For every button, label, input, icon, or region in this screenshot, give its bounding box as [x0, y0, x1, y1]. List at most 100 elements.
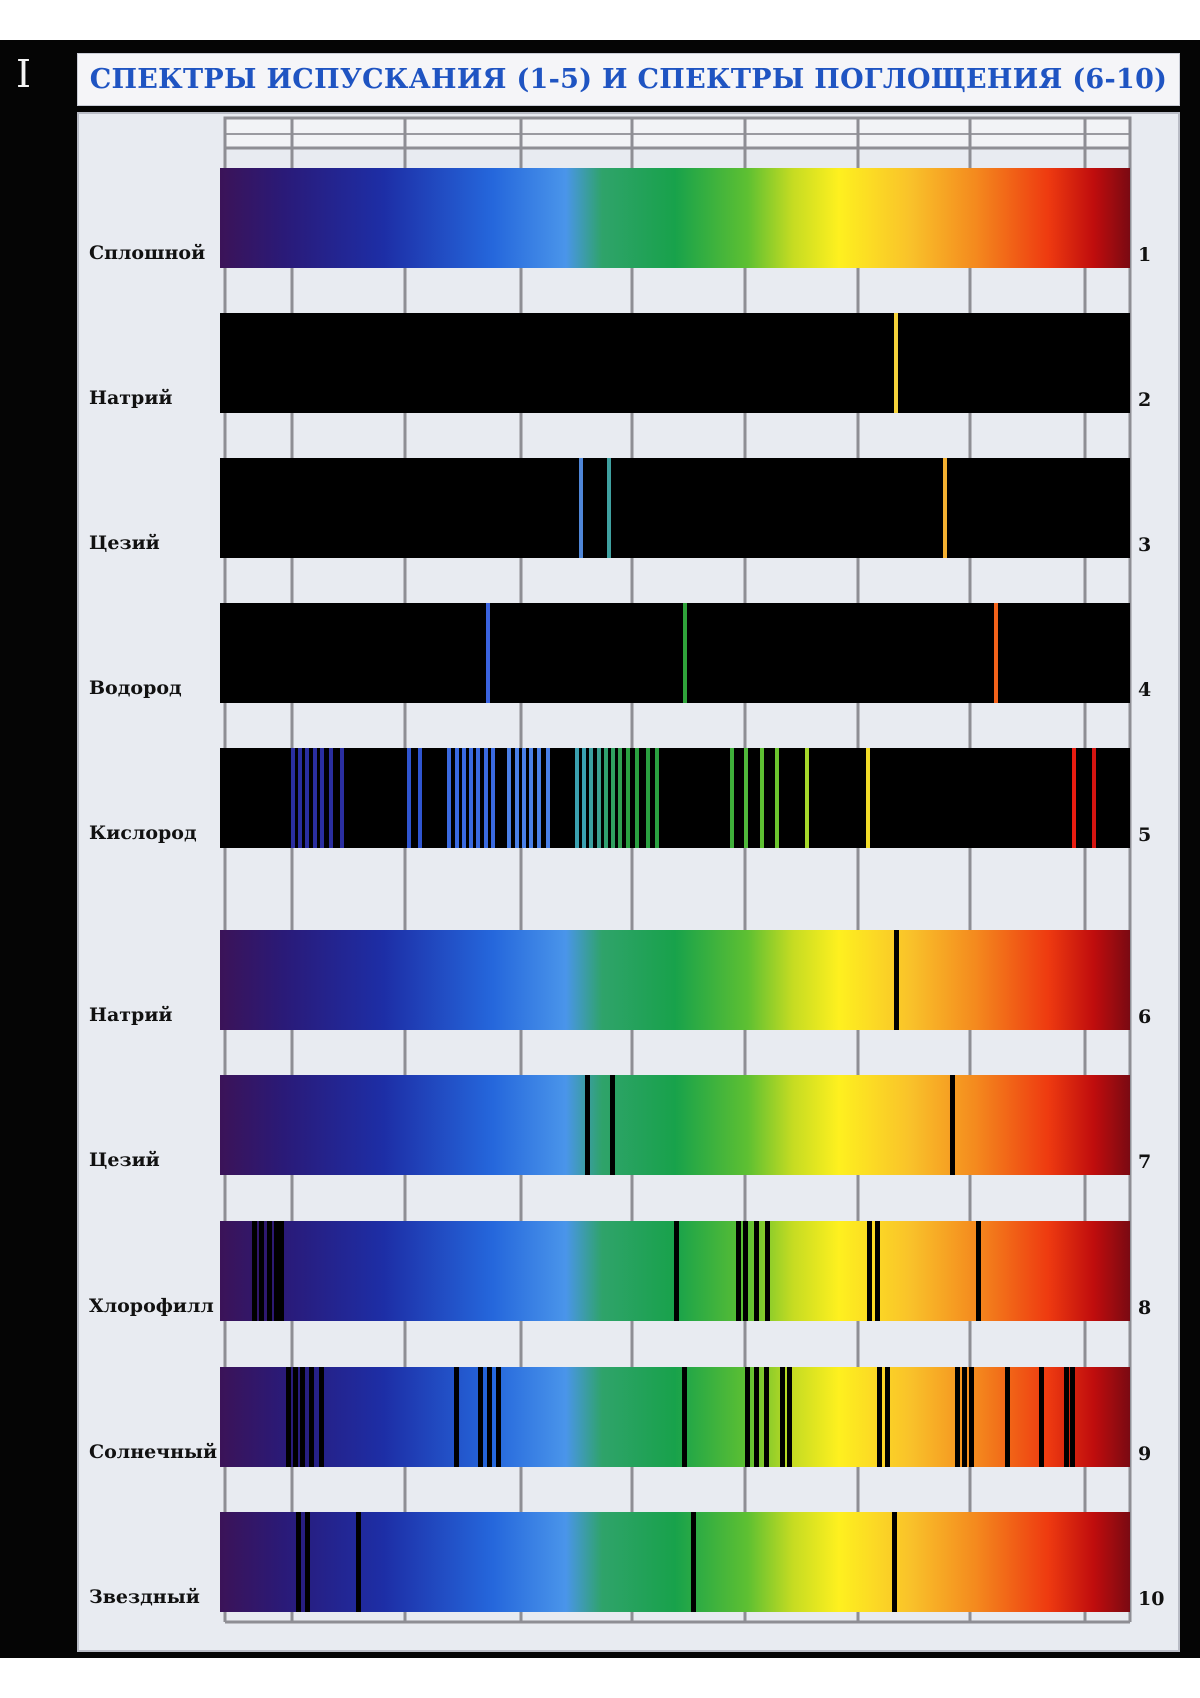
absorption-line [252, 1221, 258, 1321]
absorption-line [300, 1367, 306, 1467]
emission-line [634, 748, 639, 848]
absorption-line [674, 1221, 680, 1321]
emission-line [461, 748, 466, 848]
emission-line [529, 748, 534, 848]
emission-line [730, 748, 735, 848]
emission-line [305, 748, 310, 848]
emission-line [589, 748, 594, 848]
spectrum-band-2 [220, 313, 1130, 413]
spectrum-band-1 [220, 168, 1130, 268]
absorption-line [690, 1512, 696, 1612]
absorption-line [867, 1221, 873, 1321]
spectrum-number: 9 [1138, 1443, 1152, 1465]
absorption-line [976, 1221, 982, 1321]
absorption-line [891, 1512, 897, 1612]
absorption-line [1070, 1367, 1076, 1467]
emission-line [579, 458, 584, 558]
emission-line [521, 748, 526, 848]
title-bar: СПЕКТРЫ ИСПУСКАНИЯ (1-5) И СПЕКТРЫ ПОГЛО… [77, 53, 1180, 106]
spectrum-label: Хлорофилл [89, 1295, 214, 1317]
emission-line [582, 748, 586, 848]
emission-line [943, 458, 948, 558]
emission-line [476, 748, 481, 848]
emission-line [994, 603, 999, 703]
emission-line [618, 748, 623, 848]
absorption-line [486, 1367, 492, 1467]
absorption-line [279, 1221, 285, 1321]
emission-line [894, 313, 899, 413]
spectrum-label: Водород [89, 677, 182, 699]
emission-line [1091, 748, 1096, 848]
spectrum-number: 3 [1138, 534, 1152, 556]
spectrum-band-4 [220, 603, 1130, 703]
emission-line [611, 748, 616, 848]
absorption-line [477, 1367, 483, 1467]
spectrum-number: 10 [1138, 1588, 1165, 1610]
emission-line [418, 748, 423, 848]
spectrum-number: 1 [1138, 244, 1152, 266]
absorption-line [969, 1367, 975, 1467]
absorption-line [1039, 1367, 1045, 1467]
emission-line [603, 748, 608, 848]
page-title: СПЕКТРЫ ИСПУСКАНИЯ (1-5) И СПЕКТРЫ ПОГЛО… [89, 64, 1168, 95]
absorption-line [355, 1512, 361, 1612]
spectrum-number: 2 [1138, 389, 1152, 411]
absorption-line [754, 1221, 760, 1321]
spectrum-band-3 [220, 458, 1130, 558]
emission-line [774, 748, 779, 848]
spectrum-band-5 [220, 748, 1130, 848]
emission-line [339, 748, 344, 848]
emission-line [606, 458, 611, 558]
spectrum-band-6 [220, 930, 1130, 1030]
emission-line [596, 748, 601, 848]
emission-line [329, 748, 334, 848]
emission-line [485, 603, 490, 703]
absorption-line [754, 1367, 760, 1467]
absorption-line [950, 1075, 956, 1175]
spectrum-label: Цезий [89, 532, 160, 554]
absorption-line [779, 1367, 785, 1467]
spectrum-label: Сплошной [89, 242, 206, 264]
spectrum-label: Натрий [89, 387, 173, 409]
absorption-line [273, 1221, 279, 1321]
absorption-line [266, 1221, 272, 1321]
spectrum-number: 7 [1138, 1151, 1152, 1173]
absorption-line [304, 1512, 310, 1612]
absorption-line [874, 1221, 880, 1321]
spectrum-number: 6 [1138, 1006, 1152, 1028]
emission-line [654, 748, 659, 848]
absorption-line [318, 1367, 324, 1467]
absorption-line [787, 1367, 793, 1467]
emission-line [1071, 748, 1076, 848]
spectrum-band-10 [220, 1512, 1130, 1612]
emission-line [683, 603, 687, 703]
emission-line [454, 748, 459, 848]
emission-line [545, 748, 550, 848]
emission-line [298, 748, 303, 848]
emission-line [290, 748, 295, 848]
absorption-line [745, 1367, 751, 1467]
absorption-line [765, 1221, 771, 1321]
absorption-line [877, 1367, 883, 1467]
spectrum-label: Натрий [89, 1004, 173, 1026]
spectrum-number: 5 [1138, 824, 1152, 846]
absorption-line [295, 1512, 301, 1612]
emission-line [507, 748, 512, 848]
spectrum-label: Цезий [89, 1149, 160, 1171]
absorption-line [736, 1221, 742, 1321]
absorption-line [609, 1075, 615, 1175]
emission-line [536, 748, 541, 848]
absorption-line [884, 1367, 890, 1467]
emission-line [804, 748, 809, 848]
emission-line [514, 748, 519, 848]
emission-line [760, 748, 765, 848]
absorption-line [259, 1221, 265, 1321]
absorption-line [1063, 1367, 1069, 1467]
absorption-line [285, 1367, 291, 1467]
spectrum-band-8 [220, 1221, 1130, 1321]
spectrum-label: Солнечный [89, 1441, 218, 1463]
absorption-line [293, 1367, 299, 1467]
absorption-line [585, 1075, 591, 1175]
spectrum-number: 4 [1138, 679, 1152, 701]
